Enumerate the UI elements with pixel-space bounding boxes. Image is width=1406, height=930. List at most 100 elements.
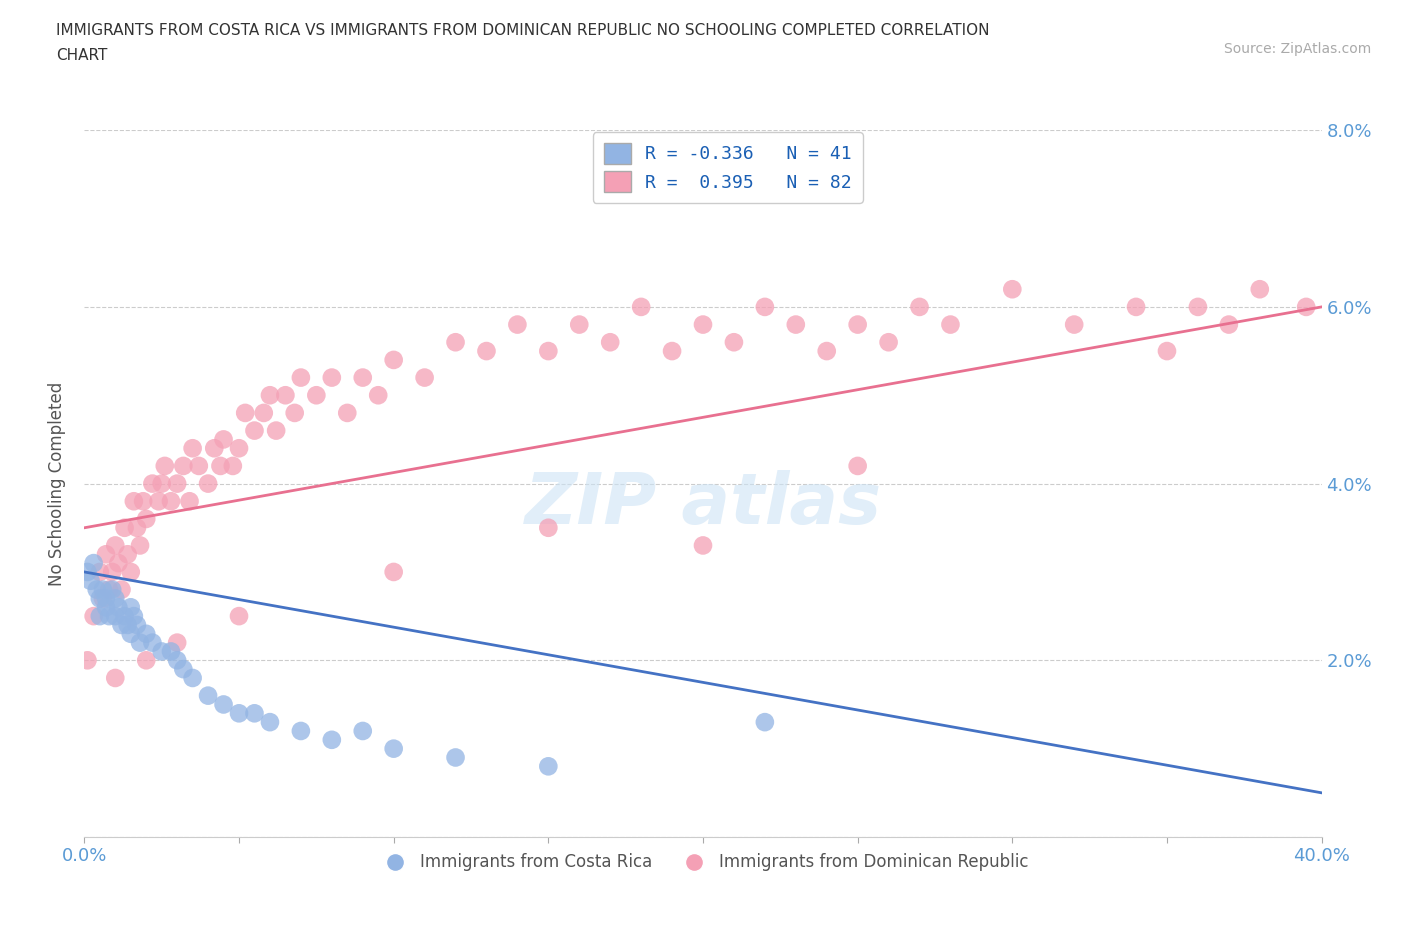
Point xyxy=(135,653,157,668)
Point xyxy=(104,671,127,685)
Point xyxy=(1125,299,1147,314)
Point xyxy=(243,423,266,438)
Point xyxy=(336,405,359,420)
Point xyxy=(1156,344,1178,359)
Point xyxy=(98,609,121,624)
Point xyxy=(110,582,132,597)
Point xyxy=(181,441,204,456)
Legend: Immigrants from Costa Rica, Immigrants from Dominican Republic: Immigrants from Costa Rica, Immigrants f… xyxy=(371,847,1035,878)
Point xyxy=(253,405,276,420)
Point xyxy=(1295,299,1317,314)
Point xyxy=(166,653,188,668)
Point xyxy=(172,662,194,677)
Point xyxy=(1218,317,1240,332)
Point xyxy=(259,715,281,730)
Point xyxy=(846,317,869,332)
Text: Source: ZipAtlas.com: Source: ZipAtlas.com xyxy=(1223,42,1371,56)
Point xyxy=(129,538,152,552)
Point xyxy=(107,556,129,571)
Point xyxy=(120,627,142,642)
Point xyxy=(259,388,281,403)
Point xyxy=(104,591,127,606)
Point xyxy=(815,344,838,359)
Point xyxy=(352,724,374,738)
Point xyxy=(475,344,498,359)
Point xyxy=(382,565,405,579)
Point xyxy=(754,715,776,730)
Point xyxy=(148,494,170,509)
Point xyxy=(153,458,176,473)
Point xyxy=(101,565,124,579)
Point xyxy=(114,609,136,624)
Point xyxy=(83,556,105,571)
Point xyxy=(877,335,900,350)
Point xyxy=(166,635,188,650)
Point xyxy=(135,512,157,526)
Point xyxy=(94,547,117,562)
Point xyxy=(120,565,142,579)
Point xyxy=(290,724,312,738)
Point xyxy=(444,335,467,350)
Point xyxy=(212,698,235,712)
Point xyxy=(122,494,145,509)
Point xyxy=(846,458,869,473)
Point xyxy=(197,476,219,491)
Point xyxy=(222,458,245,473)
Point xyxy=(76,565,98,579)
Point xyxy=(172,458,194,473)
Point xyxy=(939,317,962,332)
Point xyxy=(723,335,745,350)
Point xyxy=(94,600,117,615)
Point xyxy=(212,432,235,447)
Point xyxy=(785,317,807,332)
Point xyxy=(122,609,145,624)
Point xyxy=(150,476,173,491)
Point xyxy=(181,671,204,685)
Point xyxy=(382,741,405,756)
Point xyxy=(1249,282,1271,297)
Point xyxy=(568,317,591,332)
Point xyxy=(321,733,343,748)
Point xyxy=(187,458,209,473)
Point xyxy=(91,591,114,606)
Point xyxy=(117,618,139,632)
Point xyxy=(228,441,250,456)
Point xyxy=(79,573,101,589)
Point xyxy=(537,521,560,536)
Point xyxy=(661,344,683,359)
Point xyxy=(89,609,111,624)
Point xyxy=(367,388,389,403)
Point xyxy=(209,458,232,473)
Point xyxy=(166,476,188,491)
Point xyxy=(692,538,714,552)
Point xyxy=(228,609,250,624)
Point xyxy=(135,627,157,642)
Point xyxy=(274,388,297,403)
Point xyxy=(107,600,129,615)
Point xyxy=(83,609,105,624)
Point xyxy=(321,370,343,385)
Point xyxy=(413,370,436,385)
Point xyxy=(91,582,114,597)
Text: IMMIGRANTS FROM COSTA RICA VS IMMIGRANTS FROM DOMINICAN REPUBLIC NO SCHOOLING CO: IMMIGRANTS FROM COSTA RICA VS IMMIGRANTS… xyxy=(56,23,990,63)
Point xyxy=(284,405,307,420)
Point xyxy=(305,388,328,403)
Point xyxy=(125,618,148,632)
Point xyxy=(1063,317,1085,332)
Point xyxy=(1001,282,1024,297)
Point xyxy=(101,582,124,597)
Point xyxy=(537,759,560,774)
Point xyxy=(98,582,121,597)
Point xyxy=(243,706,266,721)
Text: ZIP atlas: ZIP atlas xyxy=(524,471,882,539)
Point xyxy=(86,582,108,597)
Point xyxy=(382,352,405,367)
Point xyxy=(537,344,560,359)
Point xyxy=(141,476,163,491)
Point xyxy=(117,547,139,562)
Point xyxy=(352,370,374,385)
Point xyxy=(233,405,256,420)
Point xyxy=(89,591,111,606)
Point xyxy=(1187,299,1209,314)
Point xyxy=(202,441,225,456)
